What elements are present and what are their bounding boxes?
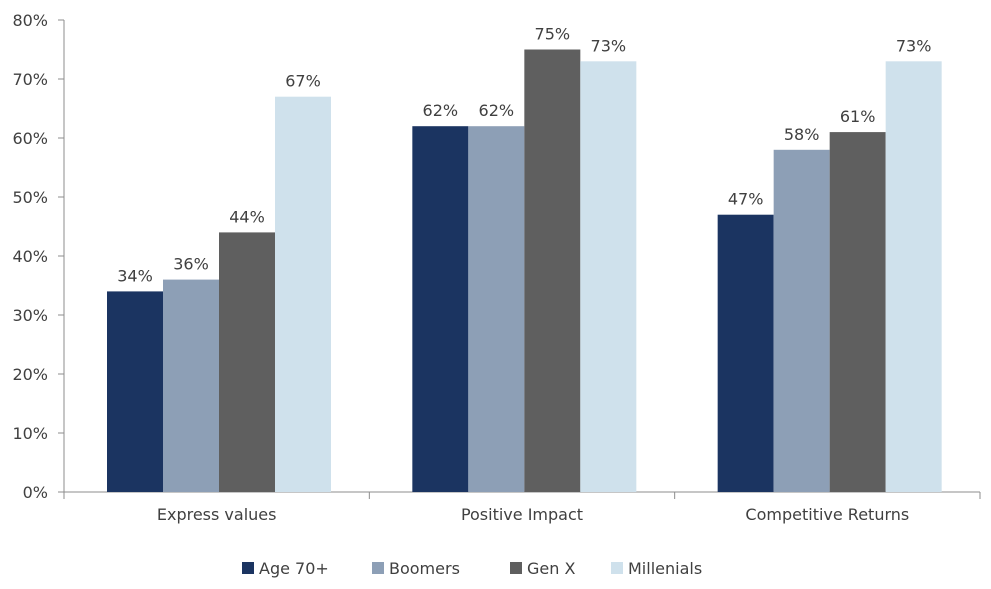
data-label: 75% bbox=[535, 25, 571, 44]
legend-swatch bbox=[510, 562, 522, 574]
legend-label: Gen X bbox=[527, 559, 575, 578]
bar-boomers bbox=[773, 149, 830, 493]
bar-boomers bbox=[163, 279, 219, 492]
bar-gen-x bbox=[829, 132, 886, 492]
data-label: 61% bbox=[840, 107, 876, 126]
bar-boomers bbox=[468, 126, 525, 492]
data-label: 34% bbox=[117, 266, 153, 285]
y-tick-label: 70% bbox=[12, 70, 48, 89]
data-label: 58% bbox=[784, 125, 820, 144]
bar-gen-x bbox=[524, 49, 581, 492]
bar-age-70- bbox=[717, 214, 774, 492]
y-tick-label: 30% bbox=[12, 306, 48, 325]
legend-label: Age 70+ bbox=[259, 559, 329, 578]
x-axis: Express values Positive Impact Competitive… bbox=[63, 491, 981, 524]
bars bbox=[107, 49, 942, 493]
y-axis: 0% 10% 20% 30% 40% 50% 60% 70% 80% bbox=[12, 11, 65, 502]
bar-millenials bbox=[580, 61, 637, 493]
y-tick-label: 0% bbox=[23, 483, 48, 502]
bar-gen-x bbox=[219, 232, 275, 492]
bar-age-70- bbox=[412, 126, 469, 492]
x-category-label: Positive Impact bbox=[461, 505, 583, 524]
legend-swatch bbox=[372, 562, 384, 574]
data-labels: 34% 62% 47% 36% 62% 58% 44% 75% 61% 67% 73% 73% bbox=[117, 25, 931, 286]
legend-label: Millenials bbox=[628, 559, 702, 578]
y-tick-label: 40% bbox=[12, 247, 48, 266]
data-label: 67% bbox=[285, 72, 321, 91]
legend: Age 70+ Boomers Gen X Millenials bbox=[242, 559, 702, 578]
data-label: 73% bbox=[896, 36, 932, 55]
data-label: 47% bbox=[728, 190, 764, 209]
bar-millenials bbox=[275, 96, 331, 492]
data-label: 44% bbox=[229, 207, 265, 226]
x-category-label: Competitive Returns bbox=[745, 505, 909, 524]
y-tick-label: 80% bbox=[12, 11, 48, 30]
data-label: 62% bbox=[479, 101, 515, 120]
y-tick-label: 10% bbox=[12, 424, 48, 443]
y-tick-label: 20% bbox=[12, 365, 48, 384]
y-tick-label: 50% bbox=[12, 188, 48, 207]
bar-age-70- bbox=[107, 291, 163, 492]
data-label: 36% bbox=[173, 255, 209, 274]
data-label: 73% bbox=[591, 36, 627, 55]
y-tick-label: 60% bbox=[12, 129, 48, 148]
x-category-label: Express values bbox=[157, 505, 277, 524]
legend-swatch bbox=[242, 562, 254, 574]
legend-swatch bbox=[611, 562, 623, 574]
data-label: 62% bbox=[423, 101, 459, 120]
legend-label: Boomers bbox=[389, 559, 460, 578]
bar-millenials bbox=[885, 61, 942, 493]
